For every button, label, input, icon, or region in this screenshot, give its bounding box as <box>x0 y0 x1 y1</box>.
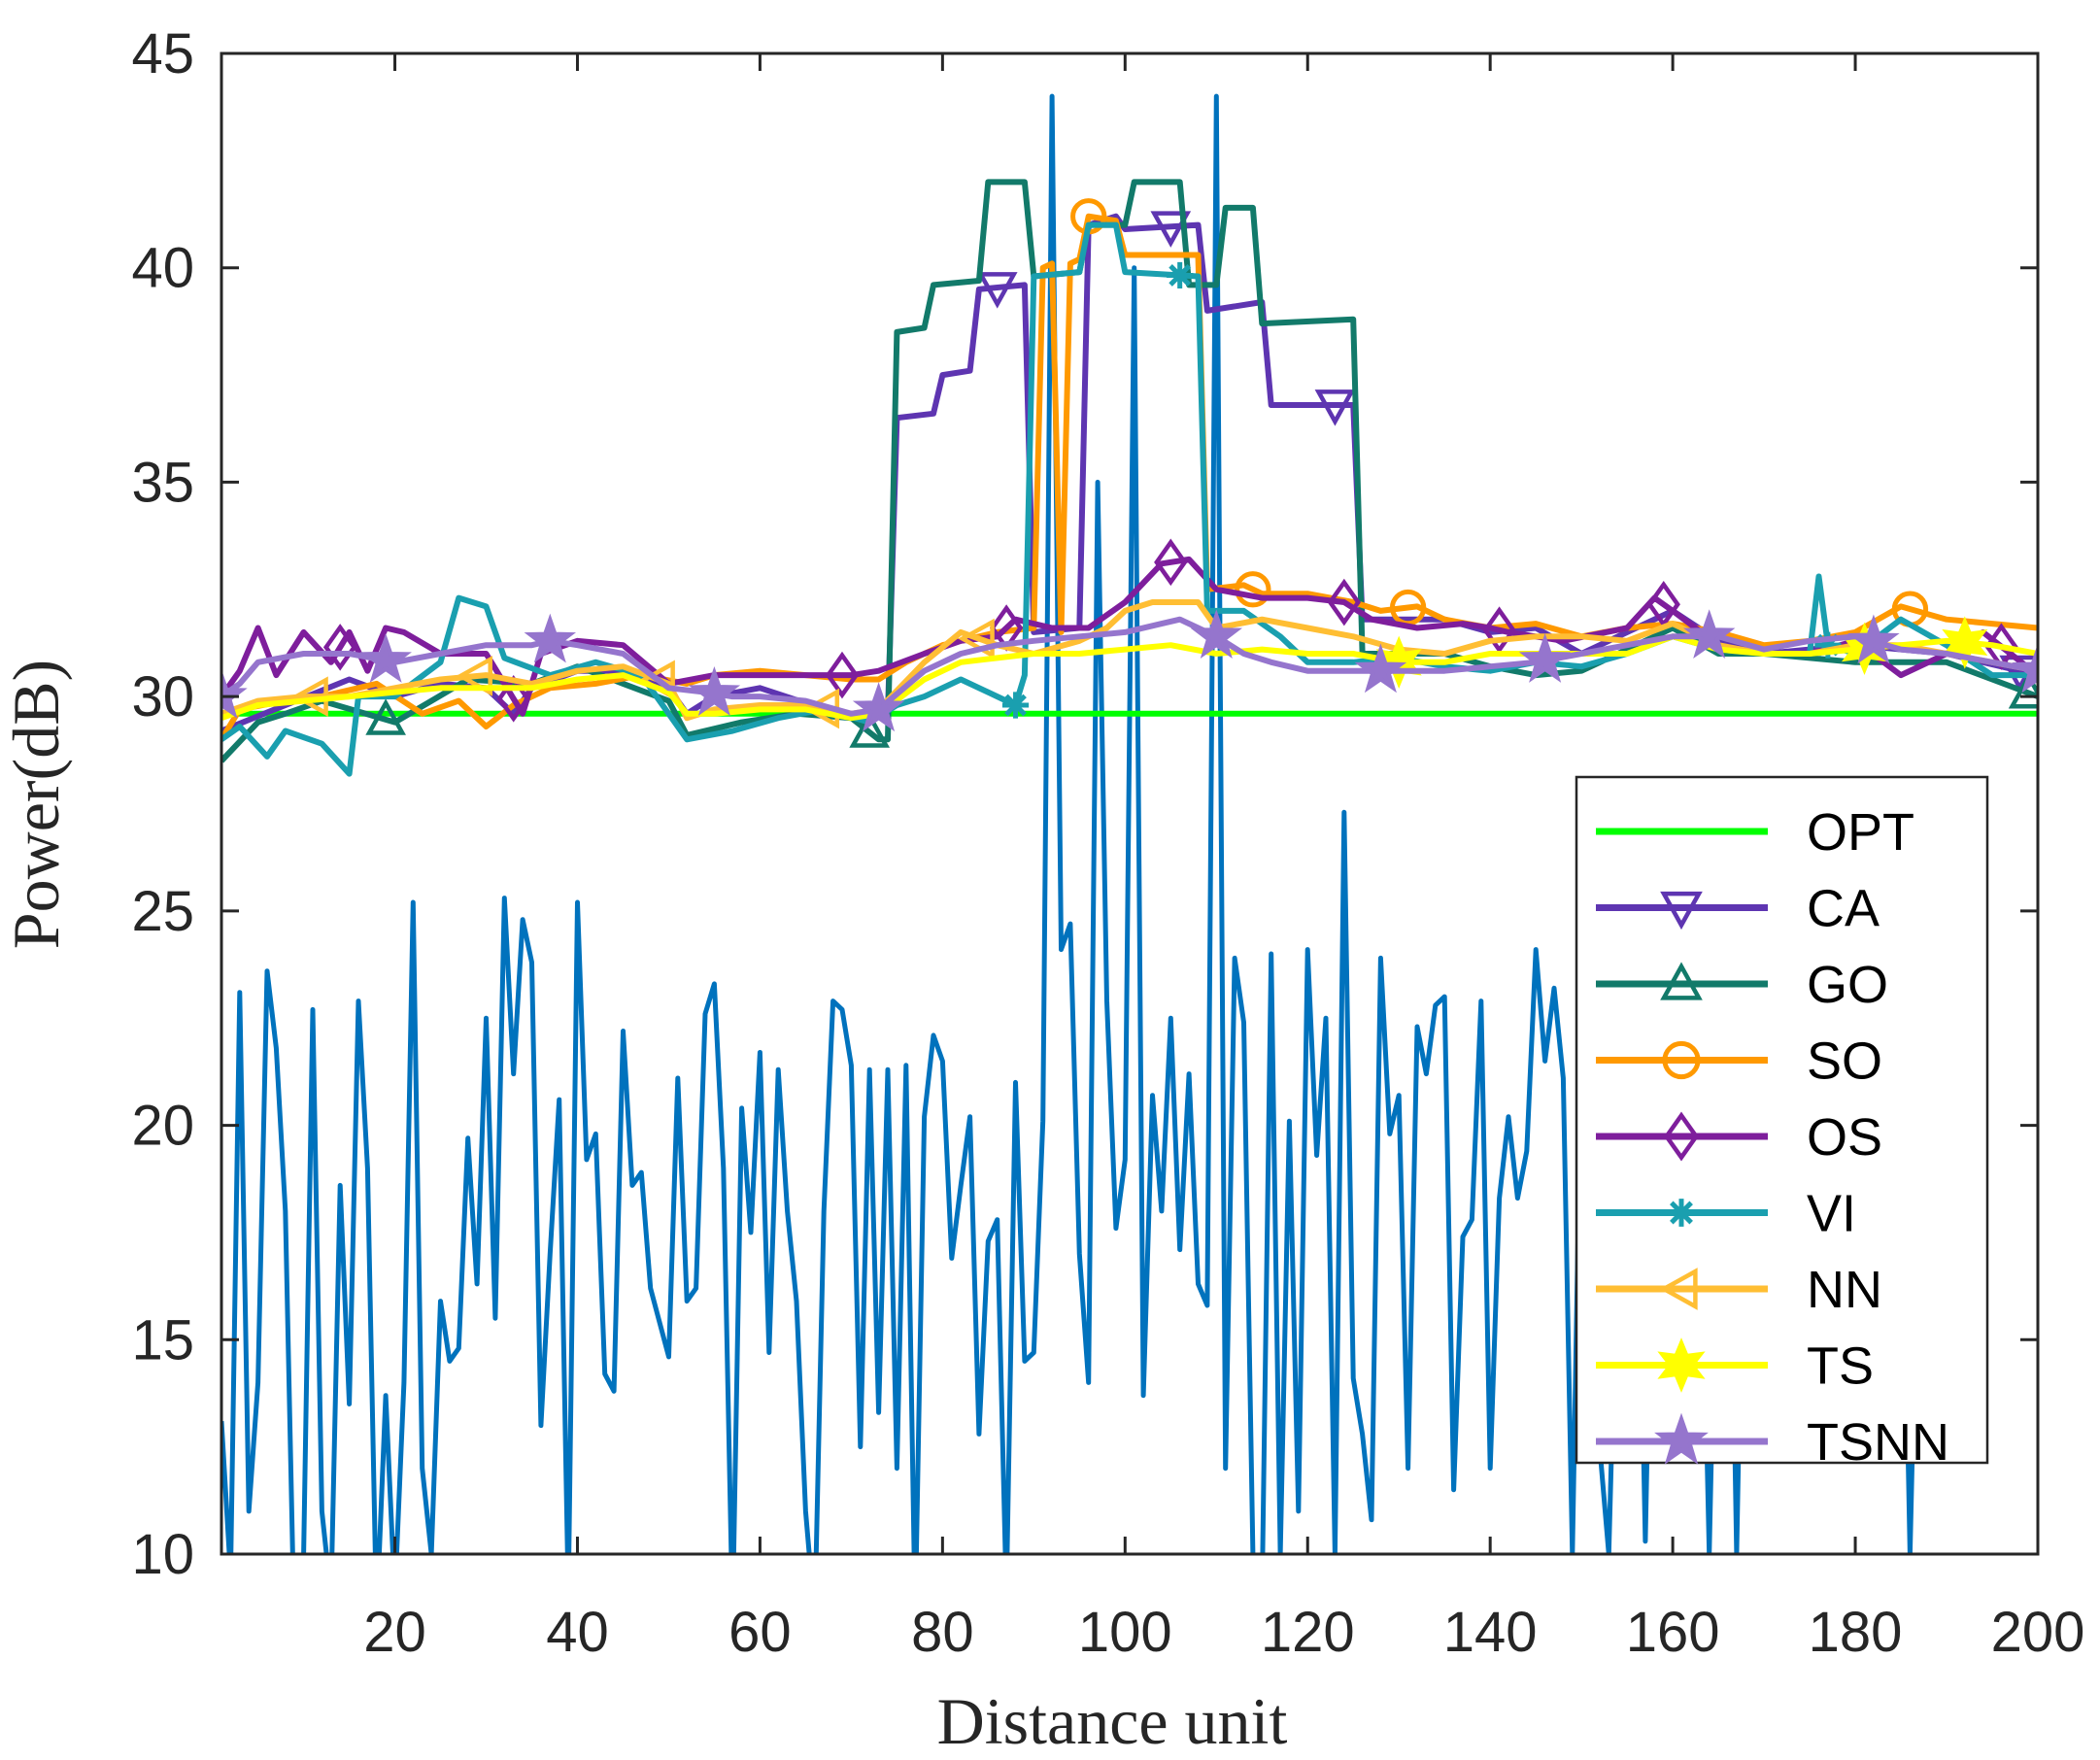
x-tick-label: 120 <box>1261 1601 1355 1664</box>
legend-marker-ca <box>1660 891 1703 931</box>
x-tick-label: 140 <box>1443 1601 1538 1664</box>
y-tick-label: 45 <box>131 22 194 85</box>
legend-label-ts: TS <box>1807 1337 1874 1396</box>
series-line-os <box>221 556 2038 717</box>
tick-layer: 20 40 60 80 100 120 140 160 180 200 10 15 20 25 30 35 40… <box>131 22 2084 1664</box>
series-line-tsnn <box>221 616 2038 717</box>
x-tick-label: 80 <box>911 1601 974 1664</box>
series-marker-os <box>1327 578 1362 626</box>
series-layer <box>221 93 2038 1554</box>
legend-label-tsnn: TSNN <box>1807 1413 1949 1472</box>
legend-label-so: SO <box>1807 1032 1882 1091</box>
series-marker-tsnn <box>1518 632 1572 683</box>
legend-entry-go: GO <box>1596 956 1888 1014</box>
legend-label-vi: VI <box>1807 1185 1856 1243</box>
series-marker-so <box>1235 571 1271 608</box>
series-marker-os <box>496 675 530 723</box>
series-marker-tsnn <box>1847 614 1900 664</box>
x-tick-label: 20 <box>363 1601 426 1664</box>
legend-entry-tsnn: TSNN <box>1596 1412 1949 1472</box>
series-marker-os <box>1154 538 1188 587</box>
series-tsnn <box>221 609 2038 732</box>
x-tick-label: 100 <box>1078 1601 1172 1664</box>
series-marker-vi <box>1001 692 1030 719</box>
legend-marker-tsnn <box>1654 1412 1709 1465</box>
y-tick-label: 15 <box>131 1308 194 1371</box>
legend-box <box>1575 775 1989 1465</box>
legend-marker-nn <box>1659 1268 1698 1310</box>
x-tick-label: 160 <box>1626 1601 1720 1664</box>
series-marker-tsnn <box>2012 643 2038 694</box>
series-marker-ca <box>1150 211 1192 248</box>
legend-entry-ts: TS <box>1596 1337 1874 1396</box>
legend-marker-go <box>1660 962 1703 1000</box>
y-tick-label: 40 <box>131 237 194 300</box>
series-marker-tsnn <box>1190 609 1243 660</box>
series-marker-ca <box>1314 389 1356 426</box>
legend-entry-ca: CA <box>1596 880 1880 938</box>
y-tick-label: 30 <box>131 665 194 728</box>
series-os <box>221 538 2038 723</box>
legend-marker-vi <box>1667 1199 1696 1227</box>
series-marker-vi <box>1814 631 1842 659</box>
legend-label-nn: NN <box>1807 1261 1882 1319</box>
y-tick-label: 20 <box>131 1095 194 1158</box>
legend-entry-so: SO <box>1596 1032 1882 1091</box>
series-marker-tsnn <box>359 632 412 683</box>
series-marker-go <box>849 711 891 748</box>
legend-label-ca: CA <box>1807 880 1880 938</box>
series-marker-ts <box>1942 616 1988 669</box>
legend-entry-nn: NN <box>1596 1261 1882 1319</box>
legend-entry-vi: VI <box>1596 1185 1856 1243</box>
series-marker-os <box>1482 606 1516 655</box>
series-marker-go <box>365 698 406 735</box>
legend-marker-os <box>1663 1111 1700 1162</box>
legend-entry-os: OS <box>1596 1108 1882 1167</box>
y-tick-label: 25 <box>131 880 194 943</box>
legend-entry-opt: OPT <box>1596 803 1914 862</box>
x-tick-label: 60 <box>728 1601 792 1664</box>
legend-label-os: OS <box>1807 1108 1882 1167</box>
series-marker-os <box>322 624 357 671</box>
series-marker-tsnn <box>524 613 577 663</box>
series-marker-ca <box>976 272 1018 309</box>
x-tick-label: 180 <box>1809 1601 1903 1664</box>
legend-label-opt: OPT <box>1807 803 1914 862</box>
y-tick-label: 10 <box>131 1523 194 1586</box>
legend-label-go: GO <box>1807 956 1888 1014</box>
y-axis-label: Power(dB) <box>0 660 73 949</box>
x-tick-label: 40 <box>546 1601 609 1664</box>
series-marker-nn <box>456 656 492 696</box>
series-marker-os <box>825 651 860 699</box>
series-marker-tsnn <box>1354 643 1407 694</box>
axes-box <box>220 51 2040 1556</box>
series-marker-vi <box>1167 261 1194 289</box>
y-tick-label: 35 <box>131 451 194 514</box>
x-tick-label: 200 <box>1991 1601 2085 1664</box>
series-marker-tsnn <box>852 682 905 732</box>
series-marker-tsnn <box>1682 609 1736 660</box>
series-marker-tsnn <box>688 666 741 716</box>
legend-marker-ts <box>1657 1337 1706 1393</box>
legend-marker-so <box>1662 1040 1701 1080</box>
x-axis-label: Distance unit <box>937 1684 1288 1758</box>
legend: OPT CA GO SO OS VI NN TS TSNN <box>1575 775 1989 1472</box>
series-marker-tsnn <box>221 669 248 719</box>
